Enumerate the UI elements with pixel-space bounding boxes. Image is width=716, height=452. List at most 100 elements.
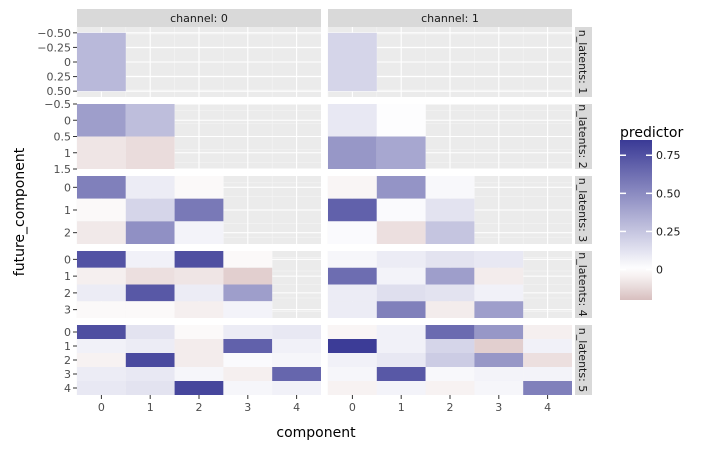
facet-panel bbox=[327, 176, 572, 244]
heatmap-tile bbox=[474, 284, 524, 302]
column-strip-background bbox=[77, 9, 321, 27]
heatmap-tile bbox=[223, 267, 273, 285]
heatmap-tile bbox=[77, 284, 126, 302]
heatmap-tile bbox=[174, 176, 224, 199]
heatmap-tile bbox=[425, 221, 475, 244]
x-tick-label: 0 bbox=[349, 401, 356, 414]
y-axis-title: future_component bbox=[12, 147, 28, 276]
y-tick-label: 0 bbox=[64, 253, 71, 266]
heatmap-tile bbox=[125, 325, 175, 339]
legend-tick-label: 0 bbox=[656, 264, 663, 277]
heatmap-tile bbox=[223, 301, 273, 318]
heatmap-tile bbox=[77, 353, 126, 367]
row-strip-background bbox=[575, 104, 592, 169]
heatmap-tile bbox=[77, 301, 126, 318]
heatmap-tile bbox=[474, 325, 524, 339]
x-tick-label: 4 bbox=[544, 401, 551, 414]
heatmap-tile bbox=[376, 104, 426, 137]
y-tick-label: 3 bbox=[64, 368, 71, 381]
x-tick-label: 2 bbox=[196, 401, 203, 414]
heatmap-tile bbox=[174, 221, 224, 244]
heatmap-tile bbox=[125, 104, 175, 137]
heatmap-tile bbox=[425, 284, 475, 302]
x-tick-label: 3 bbox=[495, 401, 502, 414]
heatmap-tile bbox=[272, 353, 321, 367]
column-strip-label: channel: 0 bbox=[170, 12, 228, 25]
legend-colorbar bbox=[620, 140, 652, 300]
row-strip-label: n_latents: 5 bbox=[576, 328, 589, 393]
heatmap-tile bbox=[376, 251, 426, 268]
y-tick-label: −0.5 bbox=[44, 98, 71, 111]
heatmap-tile bbox=[272, 381, 321, 395]
y-tick-label: 0 bbox=[64, 114, 71, 127]
y-tick-label: 2 bbox=[64, 354, 71, 367]
heatmap-tile bbox=[328, 325, 377, 339]
heatmap-tile bbox=[174, 325, 224, 339]
heatmap-tile bbox=[125, 251, 175, 268]
row-strip: n_latents: 1 bbox=[575, 27, 592, 97]
axes: −0.50−0.2500.250.50−0.500.511.5012012301… bbox=[37, 27, 551, 414]
column-strip-background bbox=[328, 9, 572, 27]
heatmap-tile bbox=[125, 339, 175, 353]
y-tick-label: 1 bbox=[64, 204, 71, 217]
heatmap-tile bbox=[328, 353, 377, 367]
heatmap-tile bbox=[328, 32, 377, 92]
y-tick-label: 4 bbox=[64, 382, 71, 395]
heatmap-tile bbox=[474, 367, 524, 381]
heatmap-tile bbox=[376, 353, 426, 367]
row-strip: n_latents: 2 bbox=[575, 104, 592, 169]
facet-panel bbox=[76, 27, 321, 97]
heatmap-tile bbox=[328, 221, 377, 244]
heatmap-tile bbox=[425, 267, 475, 285]
y-tick-label: 1 bbox=[64, 340, 71, 353]
row-strip-label: n_latents: 4 bbox=[576, 252, 589, 317]
legend-title: predictor bbox=[620, 125, 683, 141]
heatmap-tile bbox=[425, 301, 475, 318]
heatmap-tile bbox=[474, 353, 524, 367]
heatmap-tile bbox=[328, 301, 377, 318]
heatmap-tile bbox=[77, 339, 126, 353]
heatmap-tile bbox=[77, 381, 126, 395]
heatmap-tile bbox=[376, 221, 426, 244]
heatmap-tile bbox=[328, 267, 377, 285]
y-tick-label: 0.5 bbox=[54, 131, 72, 144]
heatmap-tile bbox=[77, 198, 126, 222]
heatmap-tile bbox=[523, 367, 572, 381]
facet-panel bbox=[76, 325, 321, 395]
heatmap-tile bbox=[174, 267, 224, 285]
row-strip: n_latents: 3 bbox=[575, 176, 592, 244]
x-tick-label: 3 bbox=[244, 401, 251, 414]
legend: predictor 0 0.25 0.50 0.75 bbox=[620, 125, 683, 300]
heatmap-tile bbox=[174, 339, 224, 353]
legend-tick-label: 0.50 bbox=[656, 187, 681, 200]
y-tick-label: 0.50 bbox=[47, 85, 72, 98]
heatmap-tile bbox=[523, 325, 572, 339]
facet-panel bbox=[327, 103, 572, 170]
heatmap-tile bbox=[376, 325, 426, 339]
heatmap-tile bbox=[376, 381, 426, 395]
facet-panel bbox=[76, 176, 321, 244]
heatmap-tile bbox=[125, 198, 175, 222]
heatmap-tile bbox=[425, 353, 475, 367]
facet-panel bbox=[76, 251, 321, 318]
heatmap-tile bbox=[77, 104, 126, 137]
heatmap-tile bbox=[328, 381, 377, 395]
heatmap-tile bbox=[223, 325, 273, 339]
heatmap-tile bbox=[223, 251, 273, 268]
heatmap-tile bbox=[425, 367, 475, 381]
heatmap-tile bbox=[376, 198, 426, 222]
heatmap-tile bbox=[77, 221, 126, 244]
heatmap-tile bbox=[425, 381, 475, 395]
heatmap-tile bbox=[174, 198, 224, 222]
heatmap-tile bbox=[125, 221, 175, 244]
heatmap-tile bbox=[223, 381, 273, 395]
y-tick-label: 0 bbox=[64, 181, 71, 194]
heatmap-tile bbox=[376, 267, 426, 285]
heatmap-tile bbox=[125, 353, 175, 367]
heatmap-tile bbox=[376, 301, 426, 318]
heatmap-tile bbox=[125, 284, 175, 302]
heatmap-tile bbox=[125, 381, 175, 395]
heatmap-tile bbox=[77, 136, 126, 169]
heatmap-tile bbox=[223, 339, 273, 353]
x-tick-label: 1 bbox=[147, 401, 154, 414]
